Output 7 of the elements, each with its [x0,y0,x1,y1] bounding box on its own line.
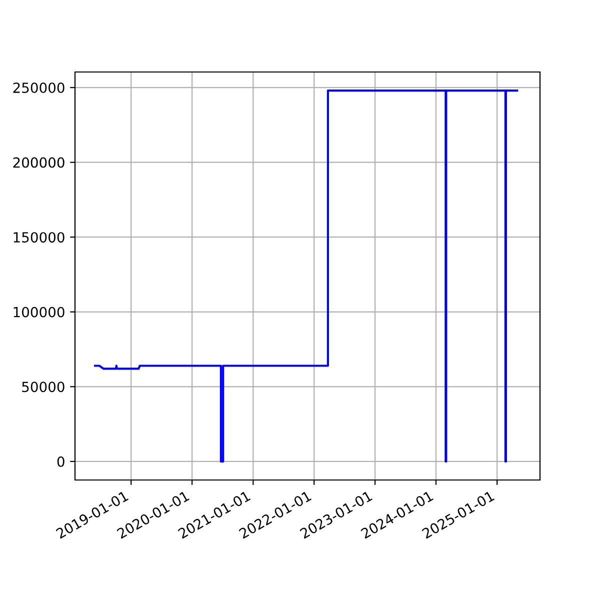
y-tick-label: 50000 [22,382,64,392]
y-tick-label: 150000 [14,232,64,243]
y-tick-label: 200000 [13,157,64,168]
y-tick-label: 250000 [13,82,64,94]
line-series [94,90,518,462]
y-tick-label: 0 [57,456,64,467]
y-tick-label: 100000 [14,306,64,318]
